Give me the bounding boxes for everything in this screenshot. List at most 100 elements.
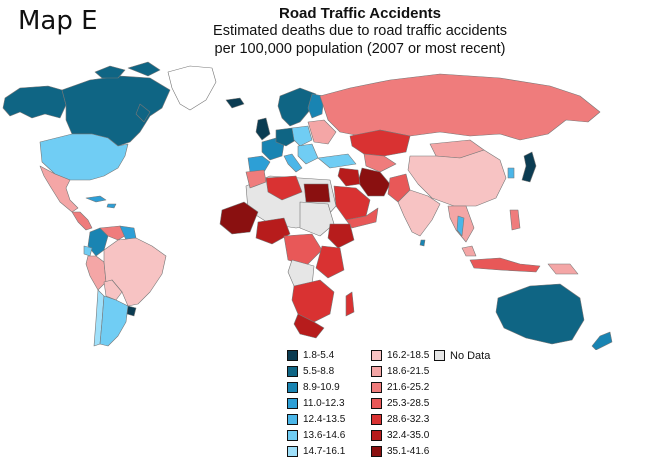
legend-swatch xyxy=(371,382,382,393)
legend-item: 21.6-25.2 xyxy=(371,380,429,395)
country-southern-africa xyxy=(291,279,335,323)
country-papua-new-guinea xyxy=(547,263,579,275)
legend-swatch xyxy=(371,398,382,409)
country-indonesia xyxy=(469,257,541,273)
country-china xyxy=(407,149,507,207)
legend-swatch xyxy=(287,446,298,457)
country-japan xyxy=(521,151,537,183)
country-central-america xyxy=(71,211,93,231)
legend-item-no-data: No Data xyxy=(434,348,490,363)
country-west-africa xyxy=(219,201,259,235)
legend-label: 14.7-16.1 xyxy=(303,446,346,457)
legend-item: 11.0-12.3 xyxy=(287,396,345,411)
country-central-asia xyxy=(363,153,397,173)
country-sri-lanka xyxy=(419,239,426,247)
country-iceland xyxy=(225,97,245,109)
country-venezuela xyxy=(99,225,129,241)
legend-item: 28.6-32.3 xyxy=(371,412,429,427)
map-subtitle-line-1: Estimated deaths due to road traffic acc… xyxy=(213,23,507,39)
country-morocco xyxy=(245,169,267,189)
country-sudan xyxy=(299,201,335,237)
country-germany-benelux xyxy=(275,127,297,147)
legend-item: 5.5-8.8 xyxy=(287,364,334,379)
legend-item: 1.8-5.4 xyxy=(287,348,334,363)
map-legend: 1.8-5.4 5.5-8.8 8.9-10.9 11.0-12.3 12.4-… xyxy=(287,348,537,463)
country-malaysia xyxy=(461,245,477,257)
legend-label: 21.6-25.2 xyxy=(387,382,430,393)
legend-label: 13.6-14.6 xyxy=(303,430,346,441)
country-norway-sweden xyxy=(277,87,317,127)
country-madagascar xyxy=(345,291,355,317)
legend-label: 1.8-5.4 xyxy=(303,350,335,361)
country-ukraine-belarus xyxy=(307,119,337,145)
legend-label: 25.3-28.5 xyxy=(387,398,430,409)
legend-swatch xyxy=(287,366,298,377)
country-yemen-oman xyxy=(345,207,379,229)
map-label: Map E xyxy=(18,6,98,36)
legend-label-no-data: No Data xyxy=(450,349,491,362)
country-balkans xyxy=(297,143,319,165)
legend-swatch xyxy=(287,414,298,425)
country-canada-islands xyxy=(94,61,161,123)
legend-item: 32.4-35.0 xyxy=(371,428,429,443)
country-bolivia xyxy=(103,279,123,301)
legend-label: 12.4-13.5 xyxy=(303,414,346,425)
country-india xyxy=(397,189,441,237)
legend-label: 28.6-32.3 xyxy=(387,414,430,425)
country-russia xyxy=(319,73,601,141)
country-mexico xyxy=(39,165,79,213)
country-new-zealand xyxy=(591,331,613,350)
country-greenland xyxy=(167,65,217,111)
country-philippines xyxy=(509,209,521,231)
legend-item: 35.1-41.6 xyxy=(371,444,429,459)
legend-label: 16.2-18.5 xyxy=(387,350,430,361)
country-east-africa xyxy=(315,245,345,279)
legend-item: 18.6-21.5 xyxy=(371,364,429,379)
country-korea xyxy=(507,167,515,179)
legend-label: 18.6-21.5 xyxy=(387,366,430,377)
country-nigeria-region xyxy=(255,217,291,245)
legend-swatch xyxy=(287,350,298,361)
country-australia xyxy=(495,283,585,345)
country-italy xyxy=(283,153,303,173)
legend-label: 32.4-35.0 xyxy=(387,430,430,441)
country-ecuador xyxy=(83,245,93,257)
legend-item: 25.3-28.5 xyxy=(371,396,429,411)
world-map xyxy=(2,61,613,350)
map-title: Road Traffic Accidents xyxy=(279,5,441,22)
legend-item: 16.2-18.5 xyxy=(371,348,429,363)
legend-swatch xyxy=(287,398,298,409)
country-united-kingdom xyxy=(255,117,271,141)
country-poland-central-europe xyxy=(291,125,313,147)
legend-swatch xyxy=(287,430,298,441)
country-south-africa xyxy=(293,313,325,339)
country-algeria-libya xyxy=(265,175,303,201)
legend-swatch xyxy=(371,350,382,361)
country-caribbean xyxy=(85,195,117,209)
country-alaska xyxy=(2,85,67,119)
legend-swatch xyxy=(371,414,382,425)
country-turkey xyxy=(317,153,357,169)
country-iraq-syria xyxy=(337,167,361,187)
legend-label: 35.1-41.6 xyxy=(387,446,430,457)
legend-swatch-no-data xyxy=(434,350,445,361)
country-argentina xyxy=(99,295,129,347)
legend-item: 14.7-16.1 xyxy=(287,444,345,459)
legend-label: 5.5-8.8 xyxy=(303,366,335,377)
map-subtitle-line-2: per 100,000 population (2007 or most rec… xyxy=(214,41,506,57)
country-uruguay xyxy=(126,305,137,317)
country-thailand xyxy=(456,215,465,237)
legend-swatch xyxy=(371,366,382,377)
legend-swatch xyxy=(371,430,382,441)
legend-swatch xyxy=(371,446,382,457)
country-canada xyxy=(61,75,171,147)
country-kazakhstan xyxy=(349,129,411,157)
country-ethiopia xyxy=(327,223,355,249)
country-peru xyxy=(85,255,107,291)
country-egypt xyxy=(303,183,331,203)
legend-item: 8.9-10.9 xyxy=(287,380,340,395)
country-central-africa xyxy=(283,233,323,267)
legend-label: 11.0-12.3 xyxy=(303,398,345,409)
legend-item: 12.4-13.5 xyxy=(287,412,345,427)
country-iran xyxy=(357,167,391,197)
